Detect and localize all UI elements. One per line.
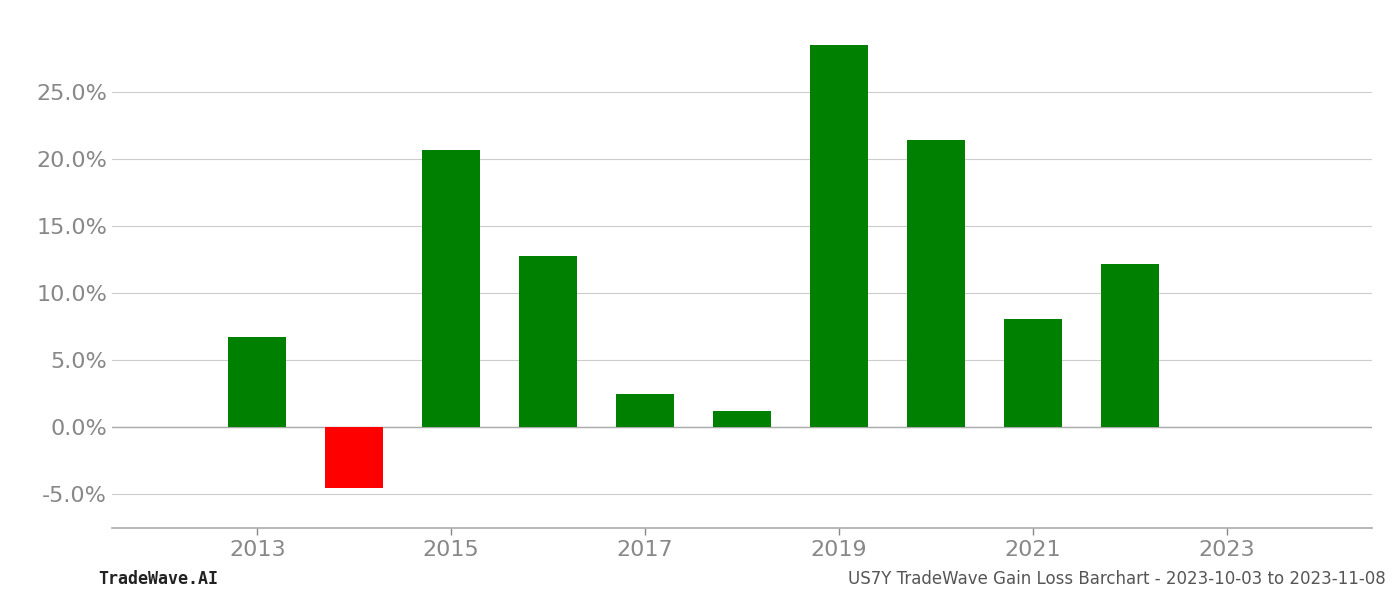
Bar bbox=[423, 149, 480, 427]
Bar bbox=[1004, 319, 1061, 427]
Bar bbox=[1100, 263, 1159, 427]
Bar bbox=[809, 45, 868, 427]
Bar bbox=[325, 427, 384, 488]
Bar bbox=[713, 411, 771, 427]
Bar bbox=[616, 394, 675, 427]
Bar bbox=[228, 337, 287, 427]
Bar bbox=[907, 140, 965, 427]
Bar bbox=[519, 256, 577, 427]
Text: TradeWave.AI: TradeWave.AI bbox=[98, 570, 218, 588]
Text: US7Y TradeWave Gain Loss Barchart - 2023-10-03 to 2023-11-08: US7Y TradeWave Gain Loss Barchart - 2023… bbox=[848, 570, 1386, 588]
